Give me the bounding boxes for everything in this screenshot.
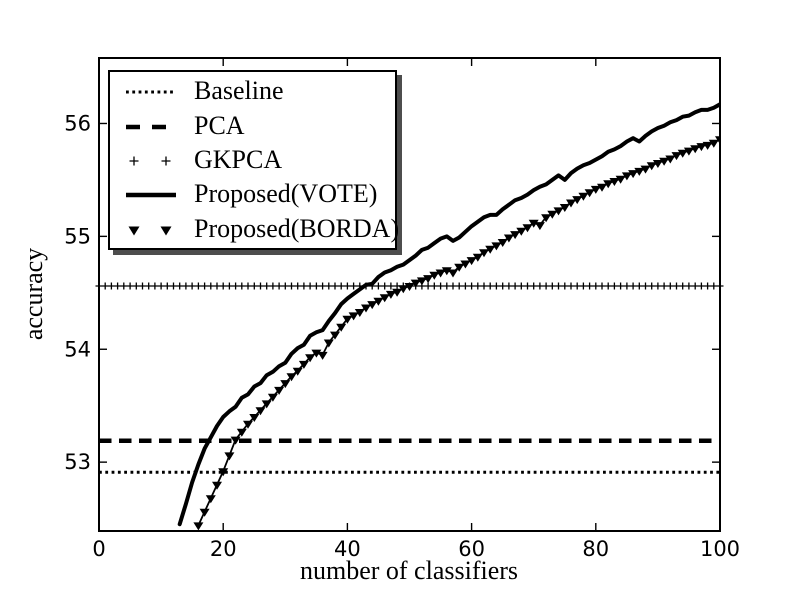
legend-label: GKPCA xyxy=(194,144,283,174)
series-gkpca-markers xyxy=(95,282,724,290)
legend-item-proposed-vote-: Proposed(VOTE) xyxy=(118,177,391,211)
series-proposed-vote--line xyxy=(177,102,720,527)
legend-label: Proposed(VOTE) xyxy=(194,179,378,209)
y-tick-label-3: 56 xyxy=(64,111,91,135)
y-tick-label-1: 54 xyxy=(64,337,91,361)
legend-label: Baseline xyxy=(194,76,284,106)
legend-item-gkpca: GKPCA xyxy=(118,143,391,177)
legend-label: Proposed(BORDA) xyxy=(194,213,400,243)
legend-handle-plus-markers xyxy=(129,156,171,166)
series-layer xyxy=(95,102,724,531)
plus-marker-icon xyxy=(129,156,139,166)
x-tick-label-5: 100 xyxy=(700,537,740,561)
legend-label: PCA xyxy=(194,110,245,140)
clipped-series xyxy=(177,102,720,531)
x-tick-label-0: 0 xyxy=(92,537,105,561)
legend-handle-dotted-line xyxy=(126,90,176,94)
y-tick-label-0: 53 xyxy=(64,450,91,474)
plus-marker-icon xyxy=(161,156,171,166)
plot-border xyxy=(98,57,721,532)
legend-handle-dashed-line xyxy=(126,124,176,129)
x-tick-label-1: 20 xyxy=(210,537,237,561)
legend: Baseline PCA GKPCA Proposed(VOTE) Proposed(B… xyxy=(108,70,399,250)
y-tick-label-2: 55 xyxy=(64,224,91,248)
legend-handle-triangle-markers xyxy=(128,226,172,236)
legend-item-baseline: Baseline xyxy=(118,74,391,108)
legend-item-pca: PCA xyxy=(118,109,391,143)
x-tick-label-4: 80 xyxy=(582,537,609,561)
triangle-down-marker-icon xyxy=(128,226,140,236)
legend-handle-solid-line xyxy=(126,193,176,198)
x-axis-label: number of classifiers xyxy=(300,556,518,585)
triangle-down-marker-icon xyxy=(160,226,172,236)
x-tick-label-2: 40 xyxy=(334,537,361,561)
legend-item-proposed-borda-: Proposed(BORDA) xyxy=(118,212,399,246)
y-axis-label: accuracy xyxy=(19,248,48,340)
axes-layer: 0 20 40 60 80 100 53 54 55 56 xyxy=(64,58,740,561)
x-tick-label-3: 60 xyxy=(458,537,485,561)
